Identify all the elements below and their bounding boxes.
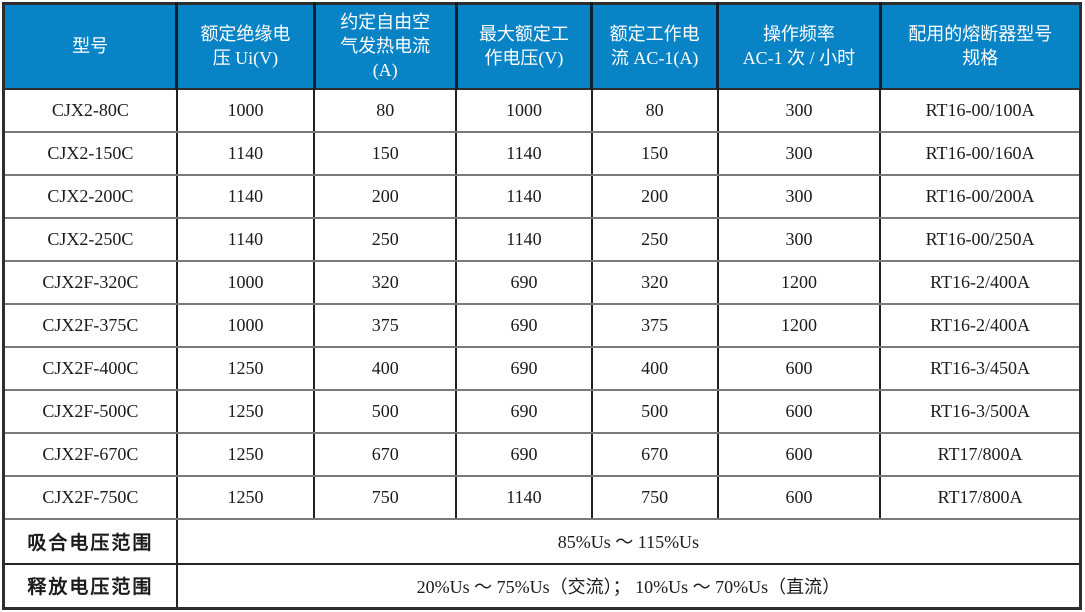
table-row: CJX2F-375C 1000 375 690 375 1200 RT16-2/400A: [2, 302, 1082, 348]
value-cell: 1200: [716, 302, 882, 348]
value-cell: 250: [590, 216, 719, 262]
value-cell: RT16-2/400A: [879, 302, 1082, 348]
table-row: CJX2-80C 1000 80 1000 80 300 RT16-00/100A: [2, 87, 1082, 133]
value-cell: 1140: [455, 216, 593, 262]
value-cell: 300: [716, 173, 882, 219]
model-cell: CJX2-200C: [2, 173, 178, 219]
value-cell: 1000: [175, 302, 316, 348]
pickup-voltage-value: 85%Us ～ 115%Us: [175, 517, 1082, 565]
value-cell: 1200: [716, 259, 882, 305]
model-cell: CJX2-150C: [2, 130, 178, 176]
column-header-fuse-spec: 配用的熔断器型号 规格: [878, 3, 1081, 90]
value-cell: 690: [455, 302, 593, 348]
value-cell: 300: [716, 216, 882, 262]
value-cell: 320: [590, 259, 719, 305]
column-header-rated-current-ac1: 额定工作电 流 AC-1(A): [590, 3, 718, 90]
table-row: CJX2-200C 1140 200 1140 200 300 RT16-00/200A: [2, 173, 1082, 219]
model-cell: CJX2F-400C: [2, 345, 178, 391]
table-row: CJX2F-320C 1000 320 690 320 1200 RT16-2/400A: [2, 259, 1082, 305]
table-row: CJX2F-670C 1250 670 690 670 600 RT17/800A: [2, 431, 1082, 477]
value-cell: 150: [313, 130, 458, 176]
value-cell: 200: [590, 173, 719, 219]
column-header-free-air-thermal-current: 约定自由空 气发热电流 (A): [312, 3, 457, 90]
value-cell: 80: [313, 87, 458, 133]
model-cell: CJX2F-670C: [2, 431, 178, 477]
value-cell: 1140: [455, 173, 593, 219]
value-cell: 1140: [455, 474, 593, 520]
value-cell: 250: [313, 216, 458, 262]
value-cell: 1140: [175, 130, 316, 176]
value-cell: RT17/800A: [879, 474, 1082, 520]
value-cell: 1000: [175, 87, 316, 133]
value-cell: RT16-3/500A: [879, 388, 1082, 434]
model-cell: CJX2-250C: [2, 216, 178, 262]
model-cell: CJX2F-375C: [2, 302, 178, 348]
pickup-voltage-label: 吸合电压范围: [2, 517, 178, 565]
value-cell: RT16-00/100A: [879, 87, 1082, 133]
column-header-rated-insulation-voltage: 额定绝缘电 压 Ui(V): [175, 3, 315, 90]
value-cell: 1250: [175, 345, 316, 391]
value-cell: 320: [313, 259, 458, 305]
value-cell: 1250: [175, 388, 316, 434]
value-cell: RT16-00/200A: [879, 173, 1082, 219]
value-cell: 690: [455, 431, 593, 477]
table-row: CJX2F-750C 1250 750 1140 750 600 RT17/800A: [2, 474, 1082, 520]
value-cell: 750: [590, 474, 719, 520]
value-cell: 1250: [175, 474, 316, 520]
value-cell: 600: [716, 345, 882, 391]
release-voltage-row: 释放电压范围 20%Us ～ 75%Us（交流）； 10%Us ～ 70%Us（…: [2, 562, 1082, 610]
header-row: 型号 额定绝缘电 压 Ui(V) 约定自由空 气发热电流 (A) 最大额定工 作…: [3, 3, 1081, 90]
table-row: CJX2F-500C 1250 500 690 500 600 RT16-3/500A: [2, 388, 1082, 434]
table-row: CJX2-150C 1140 150 1140 150 300 RT16-00/160A: [2, 130, 1082, 176]
column-header-model: 型号: [3, 3, 177, 90]
value-cell: 1000: [455, 87, 593, 133]
value-cell: 150: [590, 130, 719, 176]
table-header: 型号 额定绝缘电 压 Ui(V) 约定自由空 气发热电流 (A) 最大额定工 作…: [3, 3, 1081, 90]
value-cell: 690: [455, 259, 593, 305]
value-cell: 600: [716, 388, 882, 434]
model-cell: CJX2-80C: [2, 87, 178, 133]
value-cell: 200: [313, 173, 458, 219]
value-cell: 80: [590, 87, 719, 133]
value-cell: 400: [313, 345, 458, 391]
pickup-voltage-row: 吸合电压范围 85%Us ～ 115%Us: [2, 517, 1082, 565]
value-cell: 1140: [175, 173, 316, 219]
value-cell: 1000: [175, 259, 316, 305]
value-cell: 670: [590, 431, 719, 477]
value-cell: RT16-2/400A: [879, 259, 1082, 305]
value-cell: 600: [716, 474, 882, 520]
value-cell: 375: [590, 302, 719, 348]
value-cell: 690: [455, 388, 593, 434]
column-header-operating-frequency: 操作频率 AC-1 次 / 小时: [716, 3, 881, 90]
value-cell: RT17/800A: [879, 431, 1082, 477]
value-cell: 600: [716, 431, 882, 477]
value-cell: 500: [590, 388, 719, 434]
table-row: CJX2F-400C 1250 400 690 400 600 RT16-3/450A: [2, 345, 1082, 391]
value-cell: 670: [313, 431, 458, 477]
model-cell: CJX2F-500C: [2, 388, 178, 434]
model-cell: CJX2F-320C: [2, 259, 178, 305]
table-row: CJX2-250C 1140 250 1140 250 300 RT16-00/250A: [2, 216, 1082, 262]
value-cell: RT16-00/160A: [879, 130, 1082, 176]
value-cell: 375: [313, 302, 458, 348]
value-cell: 300: [716, 87, 882, 133]
value-cell: 1140: [455, 130, 593, 176]
value-cell: 1250: [175, 431, 316, 477]
value-cell: RT16-00/250A: [879, 216, 1082, 262]
value-cell: 500: [313, 388, 458, 434]
column-header-max-operational-voltage: 最大额定工 作电压(V): [454, 3, 592, 90]
value-cell: 1140: [175, 216, 316, 262]
value-cell: 690: [455, 345, 593, 391]
value-cell: RT16-3/450A: [879, 345, 1082, 391]
model-cell: CJX2F-750C: [2, 474, 178, 520]
value-cell: 300: [716, 130, 882, 176]
value-cell: 750: [313, 474, 458, 520]
release-voltage-label: 释放电压范围: [2, 562, 178, 610]
table-body: CJX2-80C 1000 80 1000 80 300 RT16-00/100A CJX2-…: [2, 87, 1082, 520]
release-voltage-value: 20%Us ～ 75%Us（交流）； 10%Us ～ 70%Us（直流）: [175, 562, 1082, 610]
value-cell: 400: [590, 345, 719, 391]
table-footer: 吸合电压范围 85%Us ～ 115%Us 释放电压范围 20%Us ～ 75%…: [2, 517, 1082, 610]
